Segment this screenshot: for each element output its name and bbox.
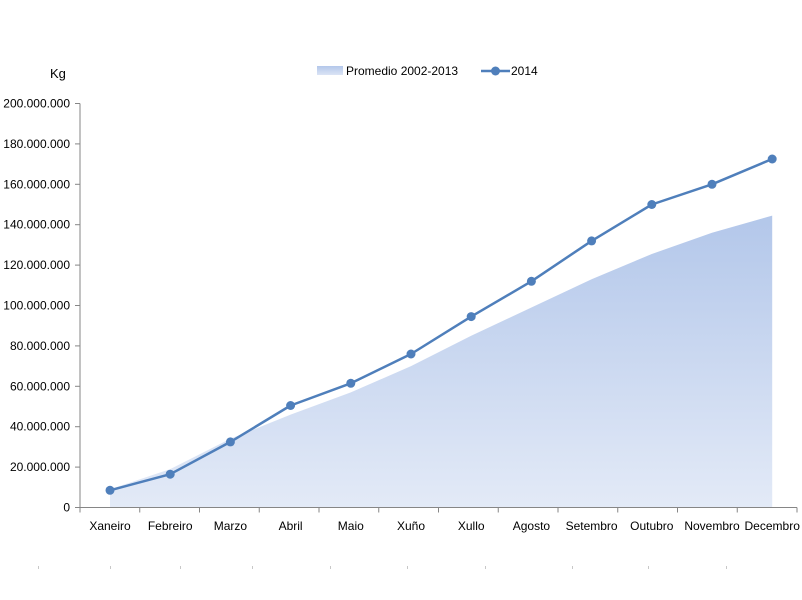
footer-mark: [110, 566, 111, 569]
footer-mark: [726, 566, 727, 569]
footer-mark: [648, 566, 649, 569]
y-tick-label: 100.000.000: [3, 299, 70, 313]
data-point-2014: [406, 349, 416, 359]
x-tick-label: Xaneiro: [89, 519, 131, 533]
x-tick-labels: Xaneiro Febreiro Marzo Abril Maio Xuño Xullo Ag…: [89, 519, 800, 533]
footer-mark: [485, 566, 486, 569]
data-point-2014: [526, 276, 536, 286]
legend-label-area: Promedio 2002-2013: [346, 64, 458, 78]
data-point-2014: [225, 437, 235, 447]
x-tick-label: Maio: [338, 519, 364, 533]
axes: [75, 103, 798, 513]
x-tick-label: Xuño: [397, 519, 425, 533]
x-tick-label: Agosto: [513, 519, 551, 533]
footer-mark: [330, 566, 331, 569]
footer-mark: [572, 566, 573, 569]
legend-swatch-area: [317, 66, 343, 75]
x-tick-label: Setembro: [566, 519, 618, 533]
data-point-2014: [165, 469, 175, 479]
data-point-2014: [587, 236, 597, 246]
y-tick-label: 60.000.000: [10, 379, 70, 393]
plot-area: [105, 154, 777, 508]
y-tick-label: 40.000.000: [10, 420, 70, 434]
data-point-2014: [105, 485, 115, 495]
data-point-2014: [346, 378, 356, 388]
footer-mark: [252, 566, 253, 569]
y-tick-label: 120.000.000: [3, 258, 70, 272]
y-tick-label: 200.000.000: [3, 97, 70, 111]
y-tick-label: 80.000.000: [10, 339, 70, 353]
y-tick-labels: 0 20.000.000 40.000.000 60.000.000 80.000.00…: [3, 97, 70, 515]
x-tick-label: Abril: [279, 519, 303, 533]
legend-swatch-marker: [491, 66, 500, 76]
footer-mark: [38, 566, 39, 569]
legend-label-line: 2014: [511, 64, 538, 78]
line-series-2014: [109, 157, 773, 492]
data-point-2014: [466, 312, 476, 322]
y-axis-unit-label: Kg: [50, 66, 66, 81]
x-tick-label: Febreiro: [148, 519, 193, 533]
footer-mark: [180, 566, 181, 569]
x-tick-label: Xullo: [458, 519, 485, 533]
footer-marks: [38, 566, 727, 569]
y-tick-label: 20.000.000: [10, 460, 70, 474]
y-tick-label: 160.000.000: [3, 177, 70, 191]
data-point-2014: [707, 179, 717, 189]
x-tick-label: Marzo: [214, 519, 248, 533]
x-tick-label: Novembro: [684, 519, 740, 533]
data-point-2014: [286, 401, 296, 410]
data-point-2014: [767, 154, 777, 164]
x-tick-label: Decembro: [745, 519, 801, 533]
data-point-2014: [647, 200, 657, 209]
y-tick-label: 0: [63, 501, 70, 515]
x-tick-label: Outubro: [630, 519, 674, 533]
legend: Promedio 2002-2013 2014: [317, 64, 538, 78]
y-tick-label: 140.000.000: [3, 218, 70, 232]
area-series-promedio: [110, 215, 773, 508]
y-tick-label: 180.000.000: [3, 137, 70, 151]
footer-mark: [407, 566, 408, 569]
